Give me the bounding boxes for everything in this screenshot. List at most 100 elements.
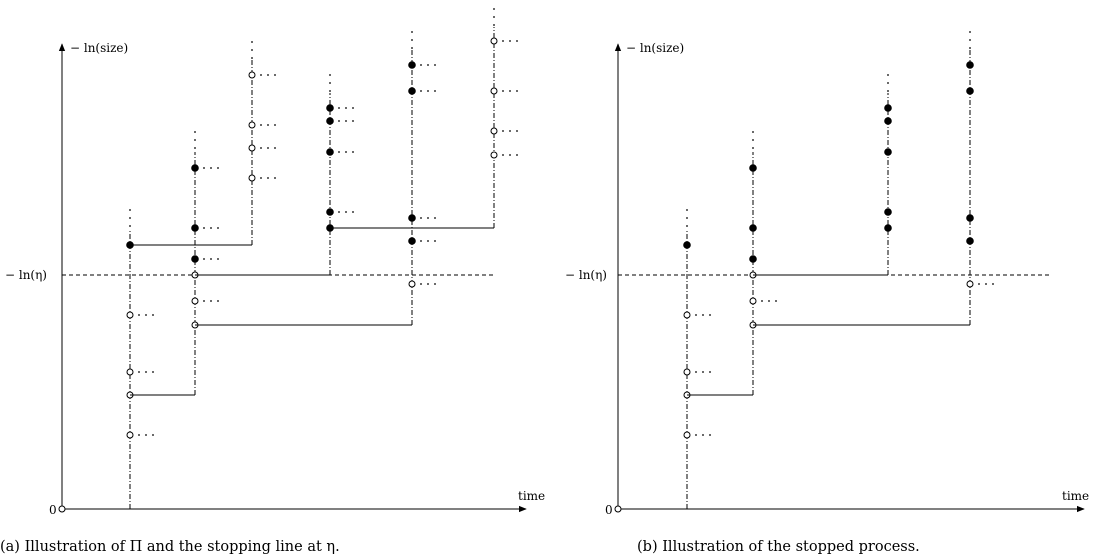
point-filled [966,237,974,245]
descendant-dots [761,300,777,302]
point-open [490,127,498,135]
point-filled [966,87,974,95]
panel-b-origin-label: 0 [605,503,613,517]
point-filled [326,117,334,125]
panel-b: − ln(size) time 0 − ln(η) [565,31,1089,555]
descendant-dots [502,90,518,92]
panel-b-column-c2 [749,131,777,395]
column-continuation-dots [129,209,131,227]
point-open [126,368,134,376]
point-filled [884,208,892,216]
descendant-dots [260,147,276,149]
point-filled [326,104,334,112]
panel-b-x-label: time [1062,489,1089,503]
point-open [248,121,256,129]
column-continuation-dots [969,31,971,49]
panel-a-y-label: − ln(size) [70,41,128,55]
panel-b-column-c5 [966,31,994,325]
point-filled [408,61,416,69]
descendant-dots [138,434,154,436]
panel-b-caption: (b) Illustration of the stopped process. [637,539,920,555]
panel-a-eta-label: − ln(η) [5,268,47,282]
descendant-dots [695,371,711,373]
point-filled [966,214,974,222]
panel-a-x-label: time [518,489,545,503]
point-open [683,368,691,376]
panel-a-column-c4 [326,74,354,275]
point-open [248,174,256,182]
column-continuation-dots [194,131,196,149]
point-open [248,144,256,152]
descendant-dots [338,151,354,153]
column-continuation-dots [329,74,331,92]
column-continuation-dots [686,209,688,227]
descendant-dots [420,64,436,66]
panel-a-column-c2 [191,131,219,395]
descendant-dots [203,167,219,169]
column-continuation-dots [887,74,889,92]
point-filled [408,237,416,245]
descendant-dots [138,371,154,373]
point-filled [749,164,757,172]
panel-a-caption: (a) Illustration of Π and the stopping l… [0,539,340,555]
panel-a: − ln(size) time 0 − ln(η) [0,8,545,555]
point-filled [884,148,892,156]
panel-b-column-c4 [884,74,892,275]
descendant-dots [420,217,436,219]
column-continuation-dots [251,41,253,59]
panel-b-eta-label: − ln(η) [565,268,607,282]
point-open [490,37,498,45]
panel-a-connectors [130,227,494,396]
panel-a-column-c5 [408,31,436,325]
point-filled [884,117,892,125]
descendant-dots [502,40,518,42]
descendant-dots [978,283,994,285]
panel-a-column-c1 [126,209,154,509]
point-open [749,297,757,305]
point-open [683,311,691,319]
descendant-dots [502,154,518,156]
descendant-dots [138,314,154,316]
descendant-dots [260,124,276,126]
point-filled [749,224,757,232]
point-filled [749,255,757,263]
point-open [126,431,134,439]
point-open [191,297,199,305]
panel-a-column-c6 [490,8,518,228]
descendant-dots [420,240,436,242]
point-filled [191,255,199,263]
point-open [490,151,498,159]
point-filled [884,224,892,232]
descendant-dots [338,211,354,213]
panel-a-column-c3 [248,41,276,245]
descendant-dots [695,434,711,436]
point-open [248,71,256,79]
descendant-dots [502,130,518,132]
column-continuation-dots [411,31,413,49]
panel-b-connectors [687,274,970,396]
point-open [408,280,416,288]
point-open [683,431,691,439]
descendant-dots [203,258,219,260]
panel-b-column-c1 [683,209,711,509]
point-open [126,311,134,319]
point-filled [191,224,199,232]
point-filled [326,208,334,216]
point-open [490,87,498,95]
descendant-dots [420,90,436,92]
descendant-dots [338,107,354,109]
descendant-dots [203,227,219,229]
descendant-dots [260,74,276,76]
panel-a-origin-label: 0 [49,503,57,517]
column-continuation-dots [752,131,754,149]
point-filled [884,104,892,112]
panel-a-origin-point [58,505,66,513]
point-filled [966,61,974,69]
point-open [966,280,974,288]
descendant-dots [203,300,219,302]
descendant-dots [695,314,711,316]
point-filled [191,164,199,172]
panel-b-origin-point [614,505,622,513]
point-filled [408,87,416,95]
